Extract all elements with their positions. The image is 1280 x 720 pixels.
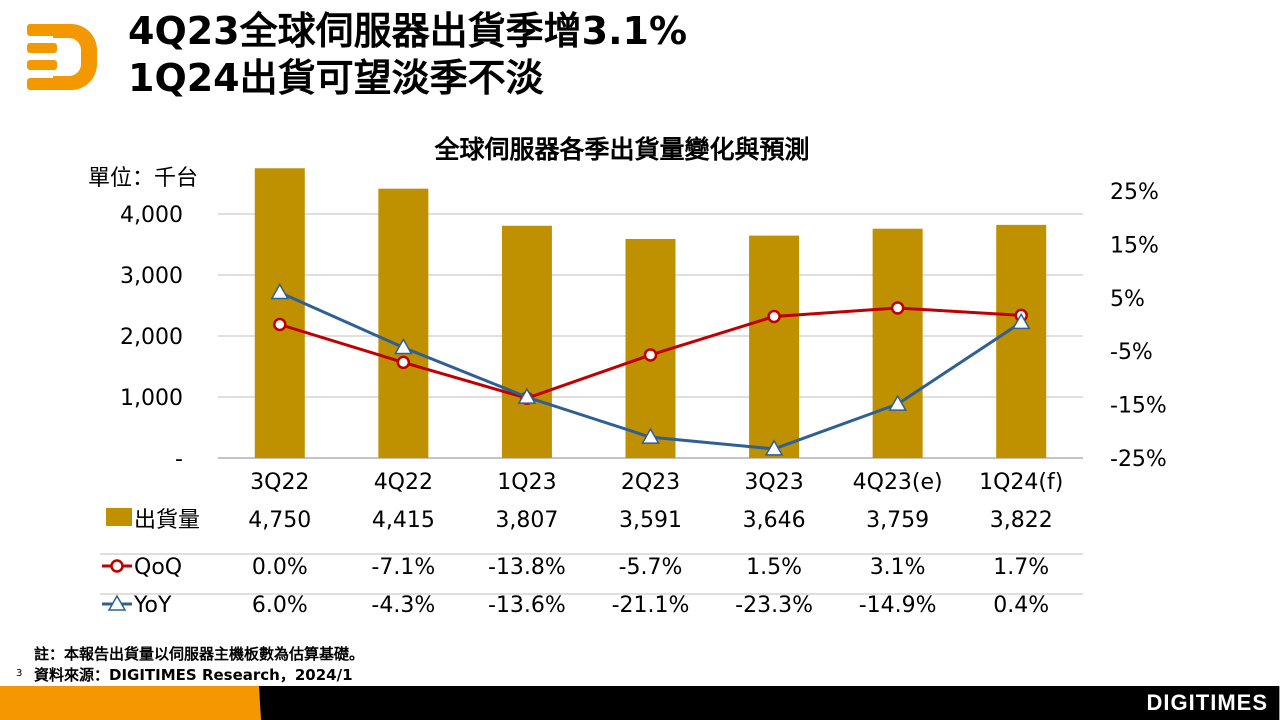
table-cell: 3,807 (495, 508, 558, 533)
page-title: 4Q23全球伺服器出貨季增3.1% 1Q24出貨可望淡季不淡 (128, 8, 687, 102)
server-shipment-chart: 全球伺服器各季出貨量變化與預測 單位：千台 - 1,000 2,000 3,000 4,… (88, 135, 1167, 618)
yoy-point (270, 282, 290, 300)
table-cell: -5.7% (619, 555, 683, 580)
table-cell: 0.4% (993, 593, 1049, 618)
chart-title: 全球伺服器各季出貨量變化與預測 (433, 135, 809, 164)
right-axis-tick: -25% (1110, 447, 1167, 472)
qoq-point (273, 317, 287, 332)
footer-bar-black (259, 686, 1279, 720)
yoy-point (517, 387, 537, 404)
table-cell: -23.3% (735, 593, 813, 618)
title-line-2: 1Q24出貨可望淡季不淡 (128, 56, 544, 100)
table-cell: -14.9% (859, 593, 937, 618)
qoq-point (396, 355, 411, 370)
left-axis-tick: - (175, 447, 183, 472)
category-label: 3Q22 (250, 470, 309, 495)
qoq-point (890, 301, 905, 315)
left-axis-tick: 4,000 (120, 203, 183, 228)
table-cell: 3,591 (619, 508, 682, 533)
table-cell: 6.0% (252, 593, 308, 618)
qoq-point (767, 309, 781, 324)
category-label: 2Q23 (621, 470, 680, 495)
table-cell: -13.6% (488, 593, 566, 618)
legend-bar-swatch (106, 508, 132, 526)
source-note: 資料來源：DIGITIMES Research，2024/1 (34, 666, 353, 684)
bar-4Q23(e) (872, 228, 923, 458)
table-cell: 3,822 (990, 508, 1053, 533)
footer-brand: DIGITIMES (1146, 690, 1268, 715)
table-cell: -7.1% (371, 555, 435, 580)
category-label: 1Q23 (497, 470, 556, 495)
category-label: 4Q22 (374, 470, 433, 495)
yoy-point (764, 439, 784, 456)
right-axis-tick: -15% (1110, 394, 1167, 419)
page-number: 3 (16, 668, 23, 679)
table-cell: 3.1% (870, 555, 926, 580)
yoy-point (888, 394, 907, 411)
right-axis-tick: -5% (1110, 340, 1153, 365)
left-axis-tick: 3,000 (120, 264, 183, 289)
yoy-point (1011, 312, 1031, 330)
left-axis-tick: 1,000 (120, 386, 183, 411)
table-cell: -13.8% (488, 555, 566, 580)
qoq-point (643, 348, 658, 362)
legend-label: 出貨量 (134, 508, 200, 533)
unit-label: 單位：千台 (88, 166, 198, 191)
right-axis-tick: 15% (1110, 233, 1159, 258)
category-label: 4Q23(e) (853, 470, 943, 495)
right-axis-tick: 25% (1110, 180, 1159, 205)
bar-3Q22 (254, 168, 305, 458)
legend-label: QoQ (134, 555, 182, 580)
digitimes-logo (25, 20, 100, 99)
bar-4Q22 (378, 188, 429, 458)
table-cell: -4.3% (371, 593, 435, 618)
legend-label: YoY (133, 593, 172, 618)
table-cell: 0.0% (252, 555, 308, 580)
table-cell: 1.7% (993, 555, 1049, 580)
yoy-point (394, 337, 413, 355)
left-axis-tick: 2,000 (120, 325, 183, 350)
category-label: 3Q23 (744, 470, 803, 495)
footnote: 註：本報告出貨量以伺服器主機板數為估算基礎。 (34, 645, 365, 663)
category-label: 1Q24(f) (979, 470, 1063, 495)
title-line-1: 4Q23全球伺服器出貨季增3.1% (128, 9, 688, 53)
yoy-point (641, 427, 660, 444)
table-cell: -21.1% (612, 593, 690, 618)
table-cell: 3,759 (866, 508, 929, 533)
bar-3Q23 (749, 235, 800, 458)
legend-qoq-marker (110, 559, 124, 573)
legend-yoy-marker (107, 594, 127, 611)
table-cell: 1.5% (746, 555, 802, 580)
bar-1Q24(f) (996, 224, 1047, 458)
table-cell: 3,646 (743, 508, 806, 533)
table-cell: 4,415 (372, 508, 435, 533)
right-axis-tick: 5% (1110, 287, 1145, 312)
bar-1Q23 (501, 225, 552, 458)
table-cell: 4,750 (248, 508, 311, 533)
